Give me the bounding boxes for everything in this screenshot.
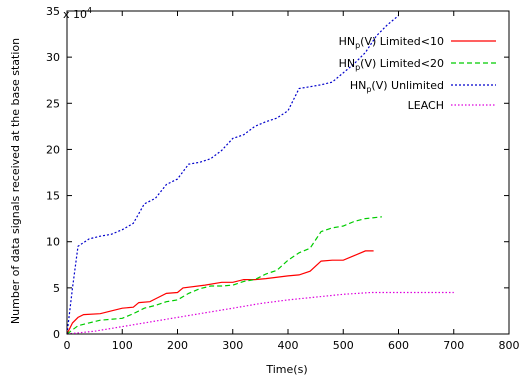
legend-label: HNp(V) Unlimited (350, 79, 444, 94)
y-tick-label: 15 (46, 190, 60, 203)
x-tick-label: 100 (112, 339, 133, 352)
legend-entry-2: HNp(V) Limited<20 (339, 57, 496, 72)
y-tick-label: 0 (53, 328, 60, 341)
x-tick-label: 300 (222, 339, 243, 352)
legend-entry-4: LEACH (408, 99, 496, 112)
y-ticks: 0 5 10 15 20 25 30 35 (46, 5, 509, 341)
series-line-3 (66, 15, 399, 335)
x-tick-label: 600 (388, 339, 409, 352)
x-axis-label: Time(s) (265, 363, 307, 376)
x-ticks: 0 100 200 300 400 500 600 700 800 (64, 11, 520, 352)
y-axis-label: Number of data signals received at the b… (9, 38, 22, 324)
y-tick-label: 35 (46, 5, 60, 18)
legend-entry-3: HNp(V) Unlimited (350, 79, 496, 94)
legend: HNp(V) Limited<10 HNp(V) Limited<20 HNp(V)… (339, 35, 496, 112)
x-tick-label: 400 (278, 339, 299, 352)
x-tick-label: 700 (443, 339, 464, 352)
series-lines (66, 15, 454, 335)
legend-label: HNp(V) Limited<10 (339, 35, 444, 50)
legend-label: HNp(V) Limited<20 (339, 57, 444, 72)
legend-label: LEACH (408, 99, 444, 112)
series-line-1 (66, 250, 374, 335)
series-line-2 (66, 216, 382, 335)
x-tick-label: 800 (499, 339, 520, 352)
x-tick-label: 200 (167, 339, 188, 352)
legend-entry-1: HNp(V) Limited<10 (339, 35, 496, 50)
y-tick-label: 20 (46, 143, 60, 156)
x-tick-label: 500 (333, 339, 354, 352)
series-line-4 (66, 291, 454, 335)
y-tick-label: 30 (46, 51, 60, 64)
y-tick-label: 5 (53, 282, 60, 295)
y-tick-label: 25 (46, 97, 60, 110)
y-tick-label: 10 (46, 236, 60, 249)
x-tick-label: 0 (64, 339, 71, 352)
y-multiplier: x 104 (63, 6, 92, 21)
